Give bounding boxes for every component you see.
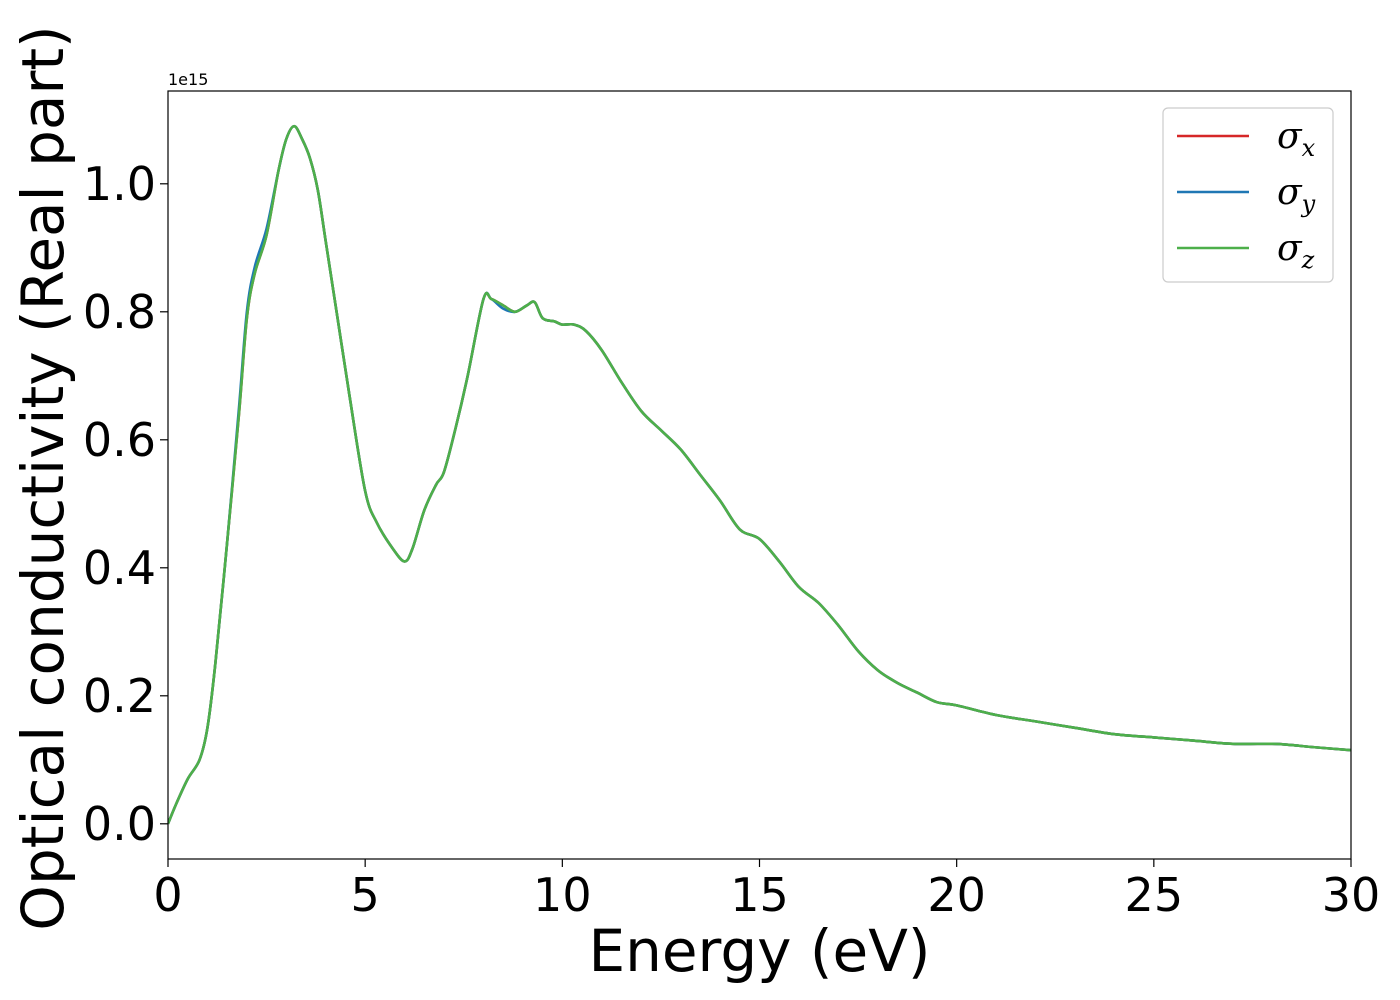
- plot-area: [167, 90, 1352, 860]
- x-axis-label: Energy (eV): [588, 917, 930, 985]
- x-tick-label: 0: [153, 868, 182, 922]
- x-tick-label: 30: [1322, 868, 1381, 922]
- y-tick-label: 0.8: [83, 285, 156, 339]
- x-tick-label: 5: [351, 868, 380, 922]
- legend-subscript: x: [1302, 134, 1316, 162]
- legend-frame: [1162, 107, 1334, 283]
- x-axis-ticks: 0 5 10 15 20 25 30: [153, 859, 1380, 922]
- legend-subscript: z: [1301, 246, 1315, 274]
- legend-symbol: σ: [1277, 172, 1303, 213]
- y-tick-label: 1.0: [83, 157, 156, 211]
- y-tick-label: 0.6: [83, 413, 156, 467]
- y-offset-label: 1e15: [168, 70, 208, 89]
- x-tick-label: 20: [927, 868, 986, 922]
- legend-symbol: σ: [1277, 116, 1303, 157]
- y-tick-label: 0.0: [83, 797, 156, 851]
- series-line-z: [168, 124, 1351, 825]
- x-tick-label: 10: [533, 868, 592, 922]
- series-layer: [168, 124, 1351, 825]
- legend-subscript: y: [1301, 190, 1316, 218]
- legend-label: σy: [1277, 172, 1316, 218]
- x-tick-label: 15: [730, 868, 789, 922]
- y-axis-label: Optical conductivity (Real part): [9, 25, 77, 930]
- y-tick-label: 0.4: [83, 541, 156, 595]
- legend-symbol: σ: [1277, 228, 1303, 269]
- x-tick-label: 25: [1125, 868, 1184, 922]
- y-tick-label: 0.2: [83, 669, 156, 723]
- legend-label: σx: [1277, 116, 1316, 162]
- legend-label: σz: [1277, 228, 1315, 274]
- y-axis-ticks: 0.0 0.2 0.4 0.6 0.8 1.0: [83, 157, 168, 851]
